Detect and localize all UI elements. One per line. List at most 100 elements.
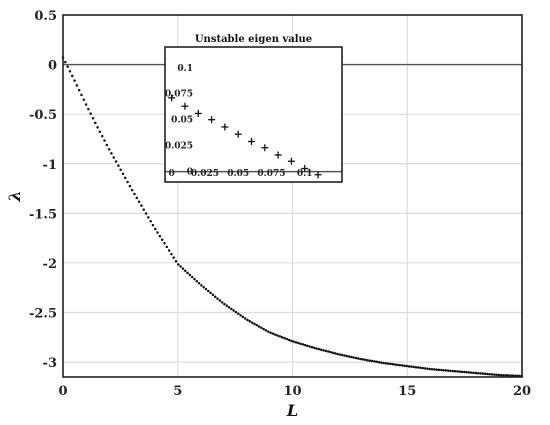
curve-point [200,284,203,287]
curve-point [366,358,369,362]
curve-point [287,338,291,342]
curve-point [504,374,508,377]
curve-point [110,152,113,155]
curve-point [345,354,348,358]
curve-point [396,363,399,367]
curve-point [398,363,402,367]
curve-point [356,357,360,360]
inset-background [165,47,342,182]
curve-point [350,355,353,359]
curve-point [303,343,307,347]
curve-point [193,277,196,281]
curve-point [386,362,390,365]
main-curve-points [61,56,524,378]
curve-point [144,212,148,215]
curve-point [237,312,240,315]
inset-plus-marker [287,157,295,165]
y-tick-label: -2.5 [29,307,57,322]
curve-point [107,148,111,151]
curve-point [347,355,351,358]
y-tick-label: -1.5 [29,207,57,222]
curve-point [499,373,503,377]
curve-point [234,310,238,314]
curve-point [248,320,252,323]
main-plot-frame [62,14,523,378]
curve-point [405,364,408,368]
curve-point [384,362,388,365]
curve-point [207,289,210,293]
curve-point [264,329,268,332]
x-tick-label: 5 [173,384,182,399]
curve-point [121,172,125,176]
curve-point [278,335,282,338]
inset-title: Unstable eigen value [195,34,312,45]
curve-point [476,371,480,375]
curve-point [172,256,175,259]
curve-point [246,318,249,322]
curve-point [103,139,106,142]
curve-point [202,285,205,289]
curve-point [400,364,404,367]
curve-point [73,79,76,82]
curve-point [493,373,496,376]
curve-point [170,252,173,256]
curve-point [333,352,337,355]
curve-point [156,231,159,234]
curve-point [315,347,318,350]
curve-point [147,216,150,219]
inset-x-tick-label: 0.025 [191,169,219,179]
x-tick-label: 15 [398,384,416,399]
inset-plus-marker [168,94,176,102]
curve-point [211,293,215,297]
curve-point [89,112,92,115]
curve-point [167,249,171,252]
curve-point [163,242,166,245]
curve-point [463,370,466,374]
curve-point [488,372,491,376]
curve-point [271,332,275,335]
curve-point [267,330,270,333]
inset-x-tick-label: 0 [169,169,175,179]
inset-y-tick-label: 0.075 [165,90,193,100]
curve-point [239,314,242,317]
curve-point [382,361,385,365]
curve-point [130,188,134,192]
main-x-tick-labels: 0 5 10 15 20 [58,384,531,399]
curve-point [183,269,187,272]
curve-point [359,357,362,361]
curve-point [331,351,335,355]
curve-point [151,223,155,227]
curve-point [290,339,293,343]
curve-point [310,345,314,349]
curve-point [190,275,194,279]
curve-point [188,273,192,277]
curve-point [213,295,217,298]
curve-point [453,369,457,373]
curve-point [66,65,69,68]
curve-point [481,372,485,375]
curve-point [449,369,452,373]
curve-point [250,321,254,324]
inset-plus-marker [234,130,242,138]
inset-plus-marker [314,171,322,179]
curve-point [370,359,374,363]
curve-point [375,360,378,364]
curve-point [421,366,425,370]
curve-point [301,343,305,346]
curve-point [218,299,222,302]
curve-point [197,282,201,285]
curve-point [324,349,328,353]
curve-point [273,333,277,336]
curve-point [260,326,263,330]
y-tick-label: 0.5 [34,9,57,24]
curve-point [149,219,152,223]
curve-point [407,365,411,368]
curve-point [186,271,189,275]
curve-point [158,234,162,238]
curve-point [506,374,510,377]
curve-point [96,126,99,129]
inset-y-tick-label: 0.1 [177,64,193,74]
x-tick-label: 10 [283,384,301,399]
y-tick-label: -1 [43,158,57,173]
curve-point [133,192,136,196]
